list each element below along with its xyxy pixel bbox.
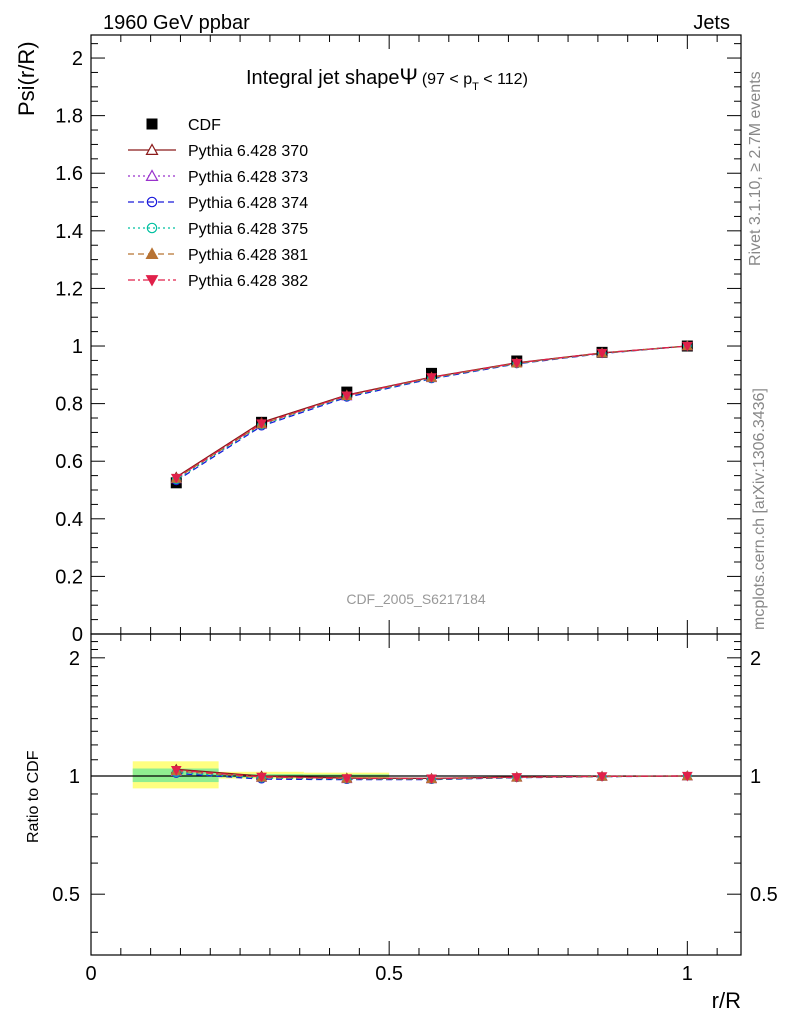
main-ytick-label-10: 2: [72, 48, 83, 70]
rivet-label: Rivet 3.1.10, ≥ 2.7M events: [747, 71, 764, 266]
legend-label-3: Pythia 6.428 374: [188, 195, 308, 212]
main-point-series-5-5: [596, 348, 608, 359]
main-ytick-label-7: 1.4: [55, 221, 83, 243]
x-tick-label-0: 0: [85, 963, 96, 985]
ratio-point-series-5-3: [426, 774, 437, 785]
ratio-ytick-label-right-2: 2: [750, 648, 761, 670]
main-ytick-label-3: 0.6: [55, 451, 83, 473]
x-tick-label-1: 0.5: [375, 963, 403, 985]
legend-marker-3: [146, 196, 158, 208]
header-left: 1960 GeV ppbar: [103, 12, 250, 34]
legend-marker-4: [146, 222, 158, 234]
mcplots-label: mcplots.cern.ch [arXiv:1306.3436]: [751, 388, 768, 630]
ratio-ytick-label-left-2: 2: [69, 648, 80, 670]
axes: 0 0.5 1 0 0.2 0.4 0.6 0.8 1 1.2 1.4 1.6 1.8 2 0.5 0.5 1 1…: [52, 34, 778, 985]
ratio-point-series-5-0: [170, 766, 182, 776]
main-line-series-4: [175, 345, 688, 480]
ratio-point-series-5-5: [596, 772, 608, 782]
ratio-ylabel: Ratio to CDF: [25, 750, 42, 843]
ratio-ytick-label-left-0: 0.5: [52, 884, 80, 906]
legend-label-2: Pythia 6.428 373: [188, 169, 308, 186]
ratio-point-series-5-1: [256, 772, 267, 783]
plot-title-range-close: < 112): [479, 71, 528, 88]
ratio-ytick-label-right-0: 0.5: [750, 884, 778, 906]
series-markers: [170, 340, 693, 785]
legend-marker-2: [145, 169, 159, 181]
main-line-series-3: [175, 345, 688, 481]
main-line-series-1: [175, 345, 688, 480]
legend-label-6: Pythia 6.428 382: [188, 273, 308, 290]
plot-title-range-sub: T: [472, 81, 479, 93]
ratio-ytick-label-right-1: 1: [750, 766, 761, 788]
main-line-series-0: [175, 345, 688, 478]
plot-title: Integral jet shapeΨ (97 < pT < 112): [246, 64, 528, 93]
main-ytick-label-0: 0: [72, 624, 83, 646]
main-ytick-label-4: 0.8: [55, 394, 83, 416]
main-point-series-5-1: [256, 419, 267, 430]
legend-label-1: Pythia 6.428 370: [188, 143, 308, 160]
legend-marker-1: [145, 143, 159, 155]
ratio-ytick-label-left-1: 1: [69, 766, 80, 788]
main-ytick-label-6: 1.2: [55, 278, 83, 300]
legend-label-4: Pythia 6.428 375: [188, 221, 308, 238]
svg-text:Integral jet shapeΨ(97 < pT <: Integral jet shapeΨ (97 < pT < 112): [246, 64, 528, 93]
plot-title-range-open: (97 < p: [422, 71, 472, 88]
main-line-series-5: [175, 345, 688, 479]
legend-label-0: CDF: [188, 117, 221, 134]
main-ytick-label-2: 0.4: [55, 509, 83, 531]
main-point-series-5-2: [341, 391, 353, 402]
main-line-series-2: [175, 345, 688, 482]
legend-marker-5: [145, 247, 159, 259]
x-tick-label-2: 1: [682, 963, 693, 985]
legend-marker-0: [146, 118, 158, 130]
main-point-series-5-0: [170, 473, 182, 484]
main-ytick-label-9: 1.8: [55, 106, 83, 128]
ratio-point-series-5-2: [341, 774, 353, 784]
ratio-point-series-5-6: [681, 771, 693, 782]
series-lines: [91, 345, 741, 781]
plot-title-text: Integral jet shape: [246, 67, 399, 89]
ratio-point-series-5-4: [511, 773, 523, 783]
legend: CDF Pythia 6.428 370 Pythia 6.428 373 Pythi…: [128, 117, 308, 290]
main-point-series-5-4: [511, 358, 523, 369]
header-right: Jets: [693, 12, 730, 34]
legend-label-5: Pythia 6.428 381: [188, 247, 308, 264]
analysis-watermark: CDF_2005_S6217184: [346, 591, 486, 607]
ratio-xlabel: r/R: [712, 988, 741, 1013]
main-point-series-5-6: [681, 341, 693, 352]
plot-title-symbol: Ψ: [399, 64, 417, 89]
main-ylabel: Psi(r/R): [14, 41, 39, 116]
main-ytick-label-5: 1: [72, 336, 83, 358]
main-ytick-label-8: 1.6: [55, 163, 83, 185]
main-point-series-5-3: [426, 373, 437, 383]
legend-marker-6: [145, 275, 159, 287]
main-ytick-label-1: 0.2: [55, 566, 83, 588]
ratio-frame: [90, 633, 742, 956]
